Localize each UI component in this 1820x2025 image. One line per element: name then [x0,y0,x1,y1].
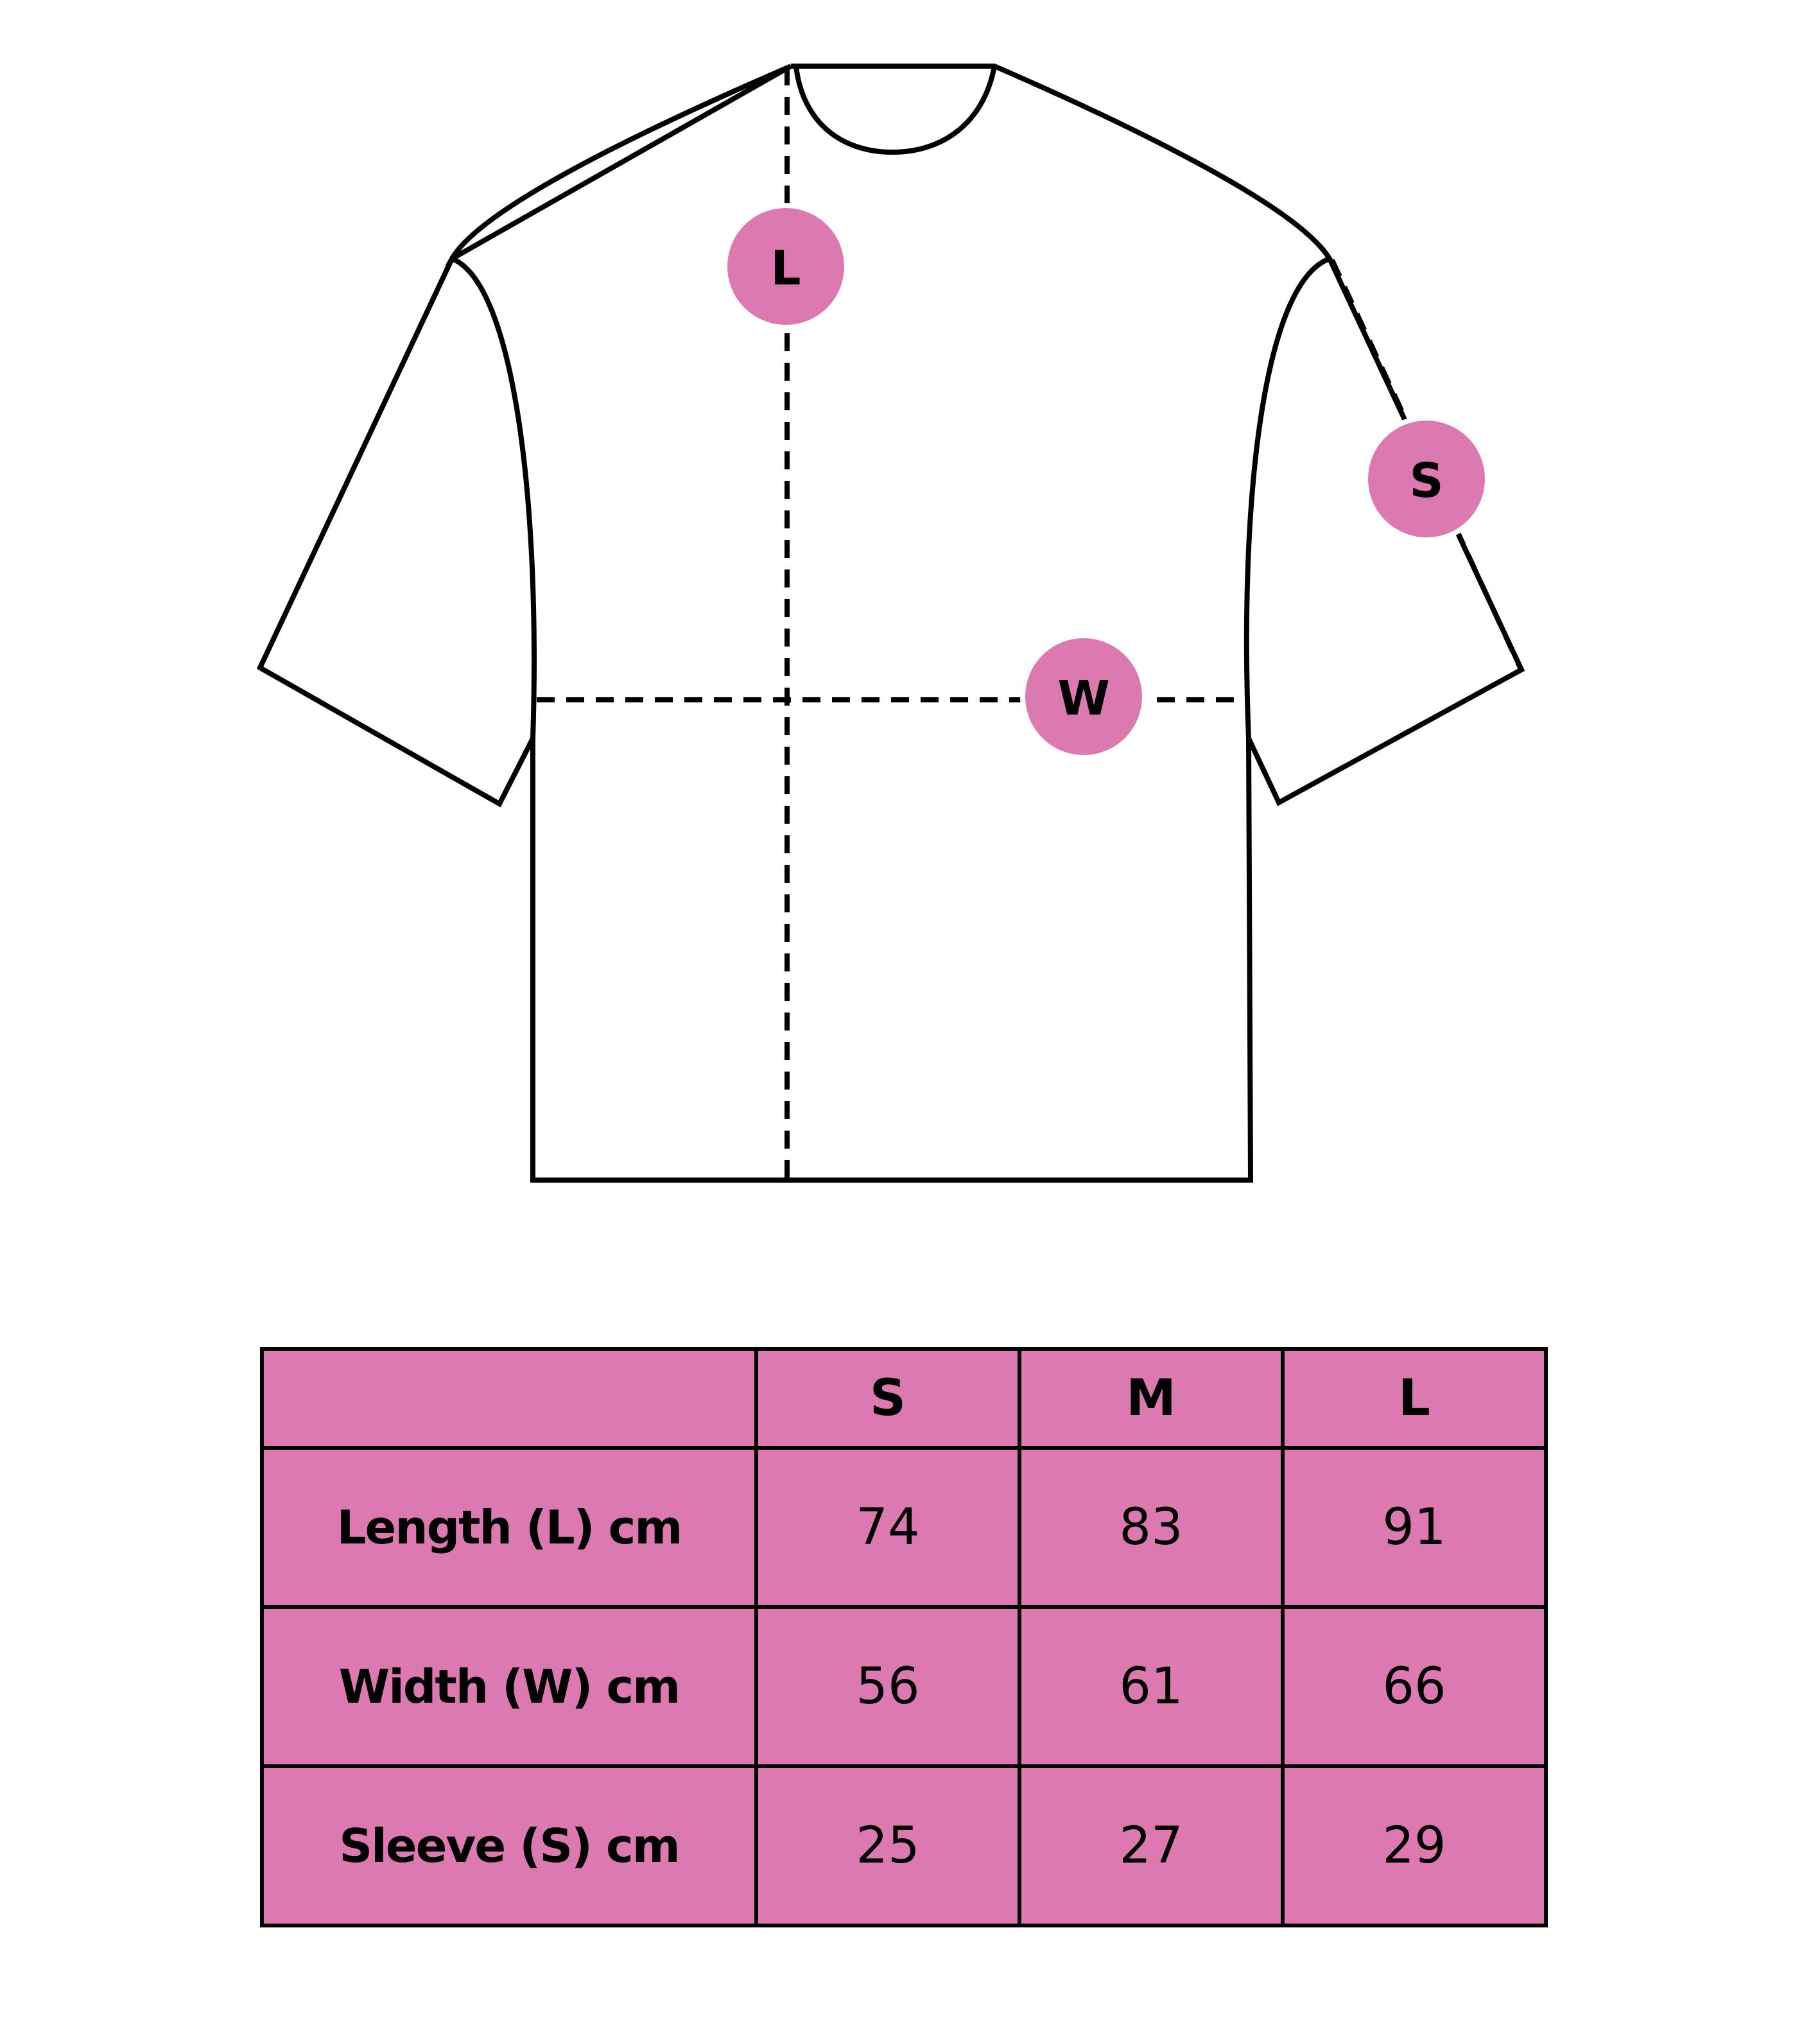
header-empty-cell [260,1347,758,1450]
width-marker-label: W [1057,671,1110,726]
length-marker-label: L [770,241,801,296]
tshirt-diagram: L W S [256,64,1525,1183]
sleeve-marker: S [1363,415,1490,543]
tshirt-neckline [793,65,997,155]
table-cell: 66 [1281,1605,1548,1768]
header-size-s: S [754,1347,1021,1450]
table-cell: 25 [754,1764,1021,1927]
tshirt-outline [256,64,1525,1183]
sleeve-marker-label: S [1409,453,1443,508]
table-cell: 29 [1281,1764,1548,1927]
row-label: Sleeve (S) cm [260,1764,758,1927]
table-cell: 27 [1018,1764,1285,1927]
table-cell: 91 [1281,1446,1548,1609]
row-label: Length (L) cm [260,1446,758,1609]
length-marker: L [722,203,849,330]
row-label: Width (W) cm [260,1605,758,1768]
width-marker: W [1020,633,1147,760]
table-cell: 61 [1018,1605,1285,1768]
size-chart-table: S M L Length (L) cm 74 83 91 Width (W) c… [260,1347,1548,1927]
table-cell: 56 [754,1605,1021,1768]
table-row-length: Length (L) cm 74 83 91 [260,1446,1548,1609]
header-size-m: M [1018,1347,1285,1450]
table-header-row: S M L [260,1347,1548,1450]
table-cell: 83 [1018,1446,1285,1609]
header-size-l: L [1281,1347,1548,1450]
table-row-width: Width (W) cm 56 61 66 [260,1605,1548,1768]
table-row-sleeve: Sleeve (S) cm 25 27 29 [260,1764,1548,1927]
table-cell: 74 [754,1446,1021,1609]
